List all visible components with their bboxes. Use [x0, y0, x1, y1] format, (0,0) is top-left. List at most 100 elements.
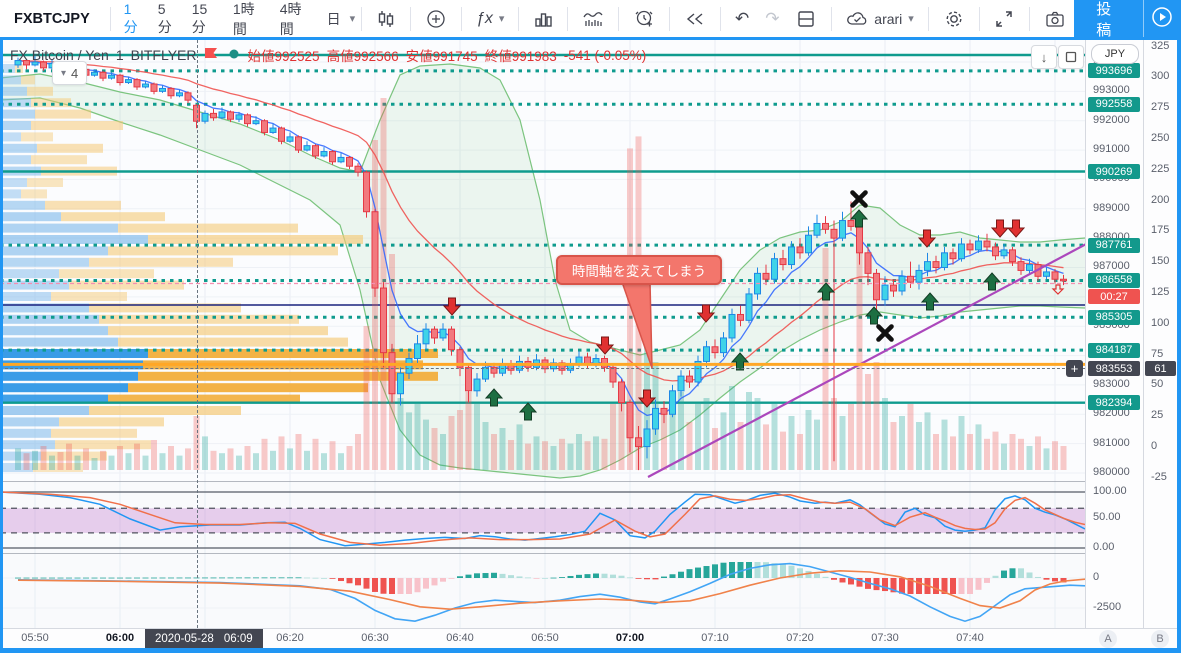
- divider: [927, 6, 929, 31]
- camera-icon: [1044, 9, 1066, 29]
- status-dot-icon[interactable]: [227, 47, 241, 64]
- crosshair-add-alert-button[interactable]: +: [1066, 360, 1083, 378]
- price-level-badge: 993696: [1088, 63, 1140, 79]
- username: arari: [874, 10, 903, 27]
- divider: [410, 6, 411, 31]
- time-tick: 07:10: [701, 632, 729, 644]
- volume-tick: -25: [1151, 470, 1167, 483]
- price-level-badge: 987761: [1088, 237, 1140, 253]
- account-menu[interactable]: arari ▾: [838, 5, 922, 33]
- divider: [618, 6, 620, 31]
- redo-button[interactable]: ↷: [757, 5, 787, 33]
- chart-interval: 1: [115, 47, 124, 63]
- timeframe-4h[interactable]: 4時間: [279, 0, 302, 37]
- price-tick: 992000: [1093, 113, 1130, 126]
- chart-style-button[interactable]: [368, 5, 404, 33]
- chart-legend[interactable]: FX Bitcoin / Yen 1 BITFLYER 始値992525 高値9…: [10, 45, 646, 65]
- timeframe-15m[interactable]: 15分: [191, 0, 208, 35]
- divider: [518, 6, 520, 31]
- undo-icon: ↶: [734, 8, 750, 28]
- alert-button[interactable]: [625, 5, 663, 33]
- layout-button[interactable]: [787, 5, 825, 33]
- fx-icon: ƒx: [475, 9, 493, 27]
- settings-button[interactable]: [935, 5, 973, 33]
- stoch-tick: 0.00: [1093, 541, 1115, 553]
- volume-tick: 0: [1151, 440, 1158, 452]
- crosshair-horizontal: [0, 367, 1085, 369]
- price-level-badge: 990269: [1088, 164, 1140, 180]
- time-tick: 06:00: [105, 632, 135, 644]
- timeframe-1h[interactable]: 1時間: [232, 0, 255, 37]
- volume-tick: 300: [1151, 70, 1170, 83]
- timeframe-1d[interactable]: 日: [326, 10, 341, 27]
- stoch-tick: 100.00: [1093, 485, 1127, 497]
- price-tick: 983000: [1093, 377, 1130, 390]
- play-circle-icon: [1150, 5, 1174, 32]
- volume-axis[interactable]: 325 300 275 250 225 200 175 150 125 100 75 50 25 0 -25…: [1143, 40, 1178, 628]
- window-edge-left: [0, 40, 3, 653]
- columns-icon: [533, 9, 553, 29]
- candlestick-icon: [376, 9, 396, 29]
- main-chart-canvas[interactable]: [0, 40, 1085, 481]
- crosshair-vertical: [197, 40, 198, 628]
- time-tick: 07:20: [786, 632, 814, 644]
- compare-button[interactable]: [417, 5, 455, 33]
- indicators-button[interactable]: ƒx ▾: [468, 5, 512, 33]
- volume-tick: 275: [1151, 101, 1170, 114]
- chevron-down-icon[interactable]: ▾: [349, 13, 356, 25]
- price-axis[interactable]: 9940009930009920009910009900009890009880…: [1085, 40, 1144, 628]
- replay-button[interactable]: [676, 5, 714, 33]
- alarm-plus-icon: [633, 8, 655, 30]
- close-label: 終値: [484, 49, 512, 64]
- price-level-badge: 984187: [1088, 342, 1140, 358]
- divider: [978, 6, 980, 31]
- scroll-to-recent-button[interactable]: ↓: [1031, 45, 1057, 69]
- scale-b-button[interactable]: B: [1151, 630, 1169, 648]
- price-tick: 993000: [1093, 84, 1130, 97]
- macd-pane-canvas[interactable]: [0, 553, 1085, 628]
- price-tick: 991000: [1093, 143, 1130, 156]
- plus-circle-icon: [425, 8, 447, 30]
- layout-icon: [795, 8, 817, 30]
- stochastic-pane-canvas[interactable]: [0, 481, 1085, 553]
- volume-tick: 150: [1151, 255, 1170, 268]
- publish-button[interactable]: 投稿: [1074, 0, 1143, 39]
- crosshair-time-badge: 2020-05-28 06:09: [145, 629, 263, 648]
- flag-icon[interactable]: [204, 47, 220, 64]
- fullscreen-button[interactable]: [985, 5, 1023, 33]
- time-tick: 06:20: [276, 632, 304, 644]
- toolbar-accent-line: [0, 37, 1181, 40]
- redo-icon: ↷: [765, 8, 780, 28]
- volume-profile-button[interactable]: [574, 5, 612, 33]
- cloud-check-icon: [846, 9, 870, 29]
- snapshot-button[interactable]: [1036, 5, 1074, 33]
- chart-title: FX Bitcoin / Yen: [10, 47, 109, 63]
- low-value: 991745: [432, 49, 478, 64]
- divider: [567, 6, 569, 31]
- macd-tick: 0: [1093, 571, 1100, 583]
- indicators-collapse-chip[interactable]: ▾ 4: [52, 61, 88, 85]
- symbol-button[interactable]: FXBTCJPY: [14, 10, 90, 27]
- volume-tick: 325: [1151, 39, 1170, 52]
- templates-button[interactable]: [525, 5, 561, 33]
- undo-button[interactable]: ↶: [727, 5, 757, 33]
- divider: [109, 6, 111, 31]
- maximize-pane-button[interactable]: [1058, 45, 1084, 69]
- time-tick: 07:40: [956, 632, 984, 644]
- timeframe-5m[interactable]: 5分: [157, 0, 172, 35]
- high-value: 992566: [353, 49, 399, 64]
- price-tick: 987000: [1093, 260, 1130, 273]
- divider: [461, 6, 462, 31]
- macd-tick: -2500: [1093, 601, 1122, 613]
- currency-toggle[interactable]: JPY: [1091, 44, 1139, 64]
- open-label: 始値: [247, 49, 275, 64]
- volume-tick: 100: [1151, 316, 1170, 329]
- time-tick: 06:30: [361, 632, 389, 644]
- scale-a-button[interactable]: A: [1099, 630, 1117, 648]
- play-button[interactable]: [1142, 0, 1181, 37]
- rewind-icon: [684, 9, 706, 29]
- price-tick: 981000: [1093, 436, 1130, 449]
- time-axis[interactable]: 05:50 06:00 06:20 06:30 06:40 06:50 07:00 07:10…: [0, 628, 1177, 649]
- timeframe-1m[interactable]: 1分: [123, 0, 138, 35]
